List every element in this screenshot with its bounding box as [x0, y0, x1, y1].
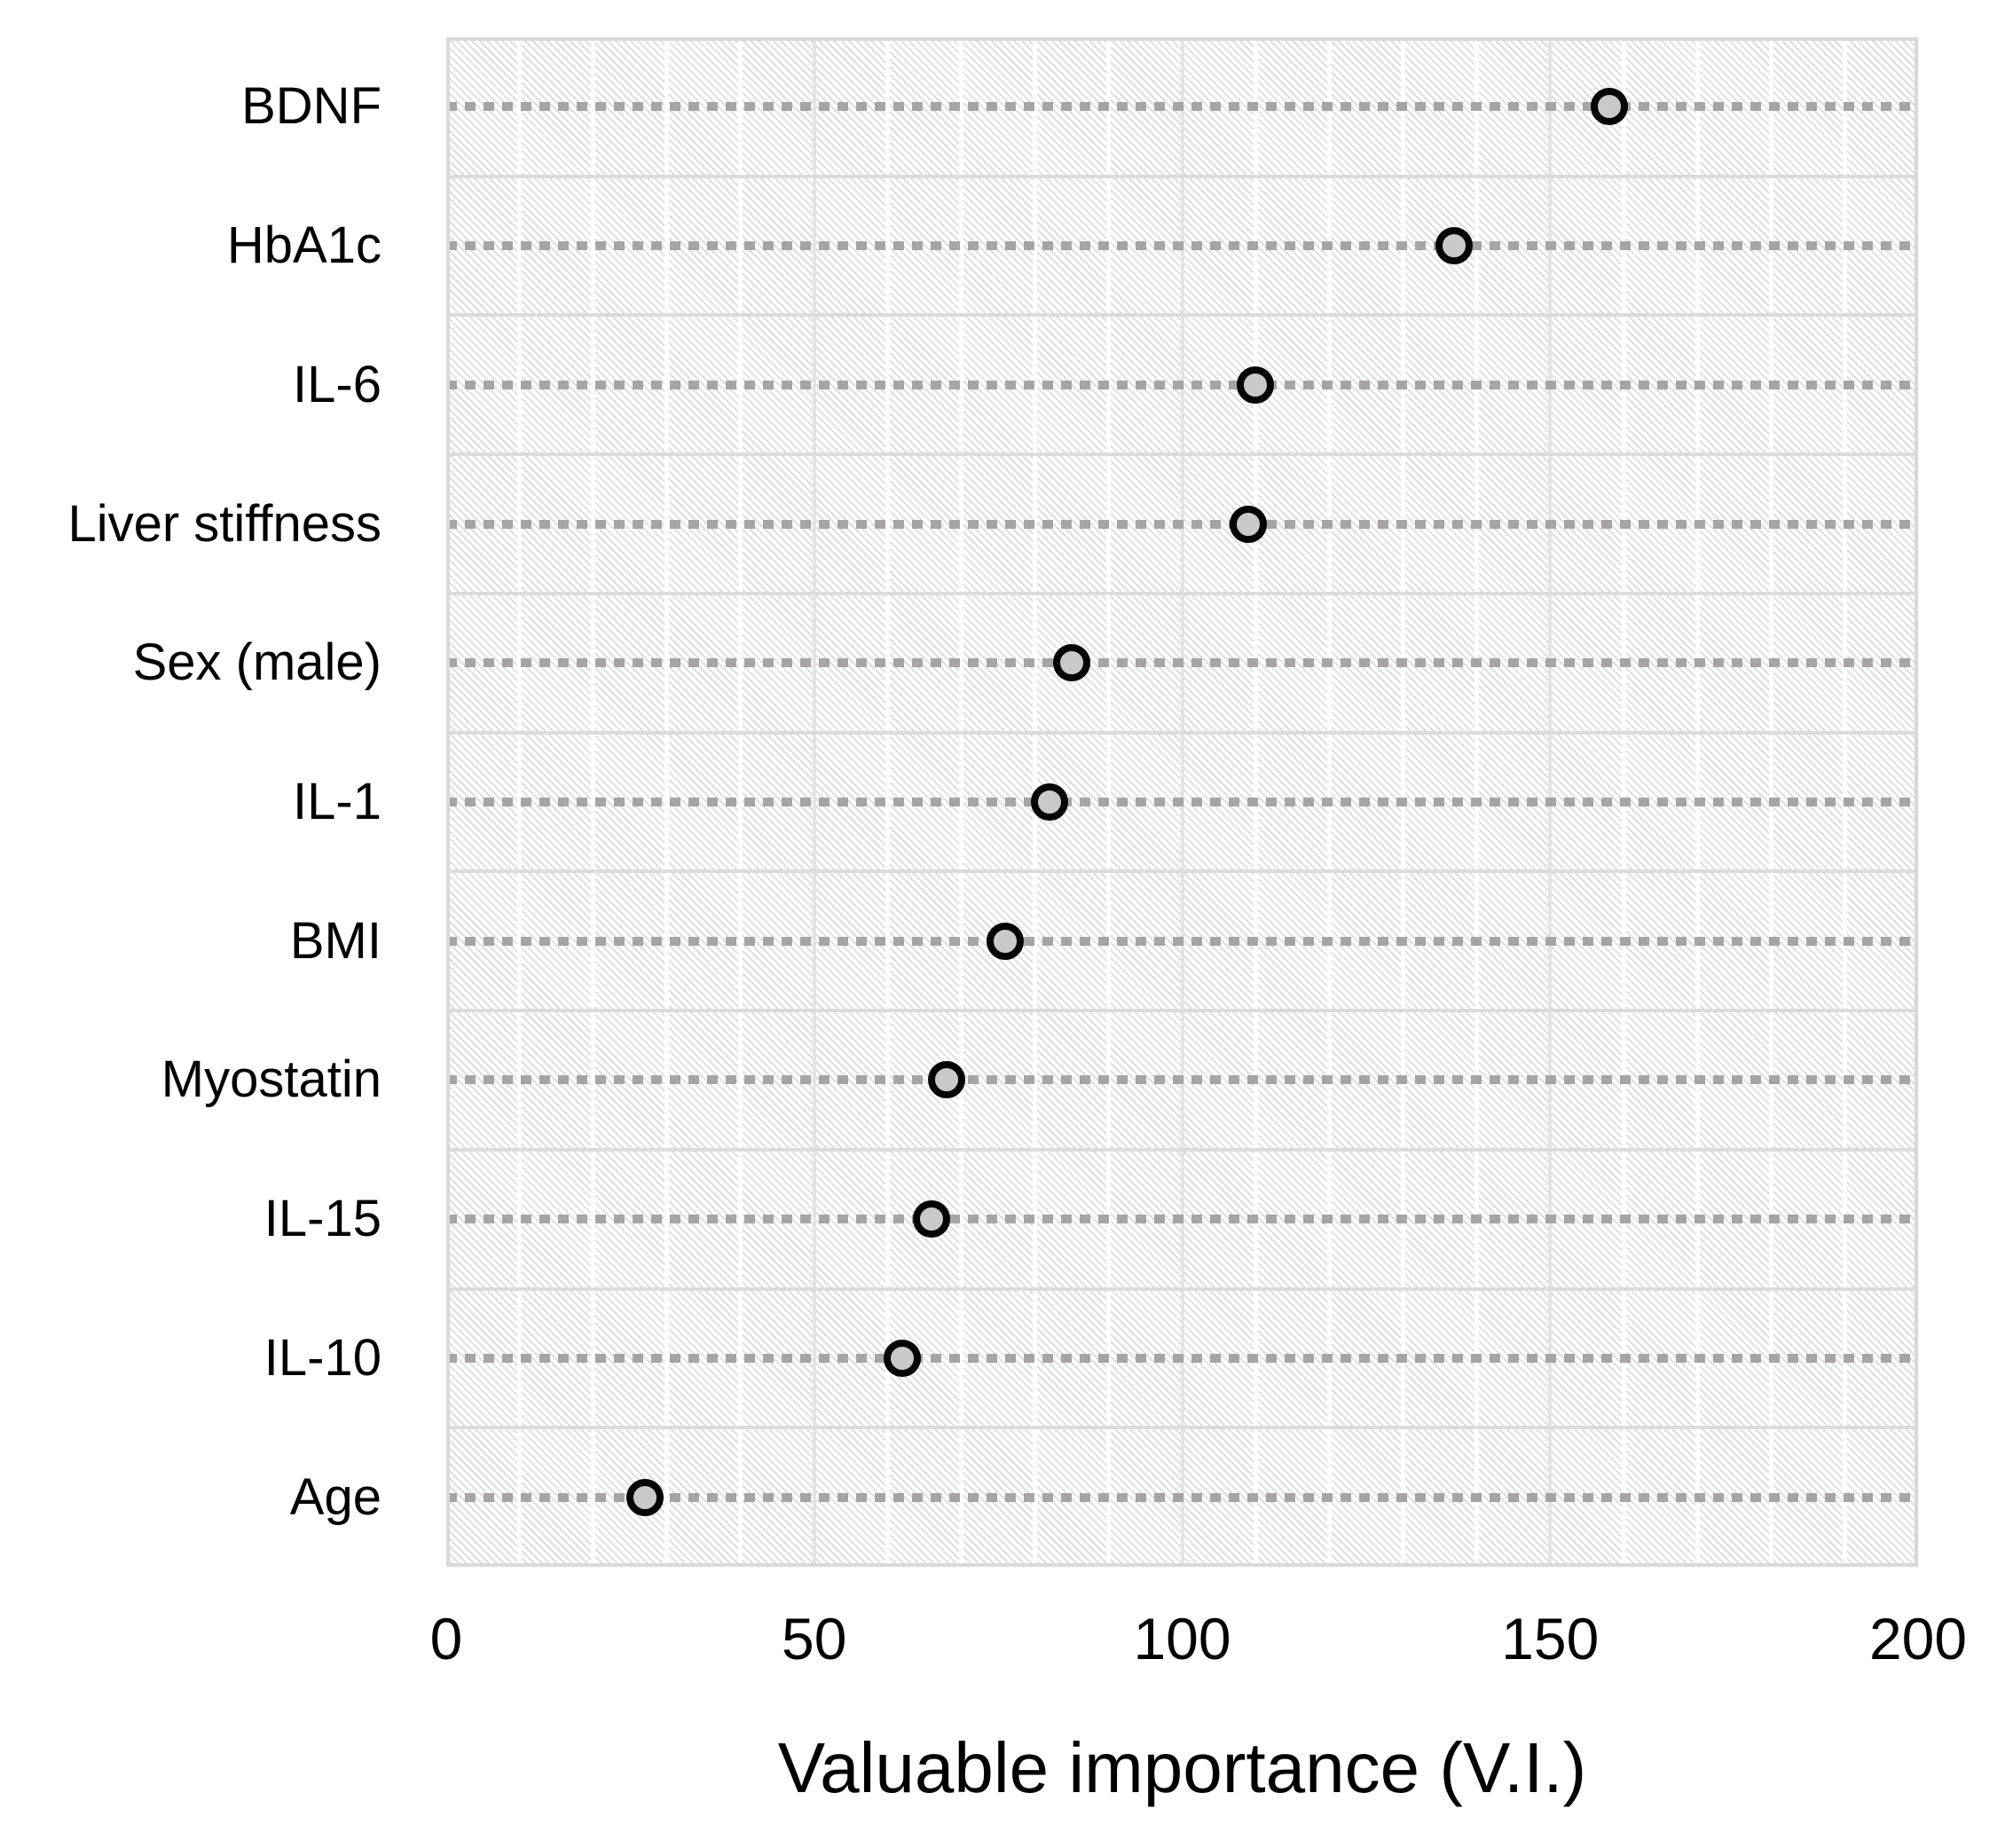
x-axis-tick-labels: 0 50 100 150 200 — [0, 1590, 2005, 1687]
row-separator — [446, 174, 1918, 178]
data-point-marker — [1053, 644, 1091, 682]
y-category-label: BMI — [289, 911, 381, 970]
category-leader-line — [446, 102, 1918, 112]
row-separator — [446, 591, 1918, 595]
y-category-label: Liver stiffness — [67, 494, 381, 553]
category-leader-line — [446, 519, 1918, 529]
data-point-marker — [1031, 783, 1069, 821]
y-category-label: Sex (male) — [132, 633, 381, 692]
category-leader-line — [446, 1075, 1918, 1085]
row-separator — [446, 730, 1918, 735]
data-point-marker — [987, 922, 1025, 960]
y-category-label: IL-1 — [293, 773, 381, 830]
row-separator — [446, 869, 1918, 874]
y-category-label: HbA1c — [226, 216, 381, 275]
row-separator — [446, 1147, 1918, 1152]
x-tick-label: 200 — [1868, 1606, 1968, 1671]
category-leader-line — [446, 1492, 1918, 1502]
y-category-label: BDNF — [241, 77, 381, 136]
data-point-marker — [928, 1061, 966, 1099]
x-axis-title: Valuable importance (V.I.) — [777, 1728, 1587, 1807]
row-separator — [446, 1009, 1918, 1013]
category-leader-line — [446, 798, 1918, 806]
y-category-label: Myostatin — [161, 1050, 381, 1109]
x-tick-label: 50 — [782, 1606, 847, 1671]
y-category-label: IL-15 — [263, 1190, 381, 1248]
y-category-label: IL-10 — [263, 1328, 381, 1387]
x-tick-label: 150 — [1501, 1606, 1600, 1671]
y-category-label: Age — [289, 1467, 381, 1526]
data-point-marker — [884, 1339, 922, 1377]
category-leader-line — [446, 936, 1918, 946]
category-leader-line — [446, 1353, 1918, 1363]
y-axis-labels: BDNF HbA1c IL-6 Liver stiffness Sex (male) IL… — [0, 37, 381, 1567]
y-category-label: IL-6 — [293, 355, 381, 413]
row-separator — [446, 452, 1918, 457]
plot-area — [446, 37, 1918, 1567]
row-separator — [446, 1426, 1918, 1430]
data-point-marker — [1237, 366, 1275, 404]
x-tick-label: 0 — [429, 1606, 463, 1671]
data-point-marker — [1435, 227, 1474, 265]
row-separator — [446, 1286, 1918, 1291]
data-point-marker — [1230, 505, 1268, 543]
category-leader-line — [446, 658, 1918, 668]
x-tick-label: 100 — [1133, 1606, 1231, 1671]
row-separator — [446, 313, 1918, 318]
data-point-marker — [625, 1478, 664, 1516]
data-point-marker — [913, 1200, 951, 1239]
category-leader-line — [446, 241, 1918, 251]
data-point-marker — [1590, 88, 1628, 126]
category-leader-line — [446, 380, 1918, 389]
category-leader-line — [446, 1215, 1918, 1224]
